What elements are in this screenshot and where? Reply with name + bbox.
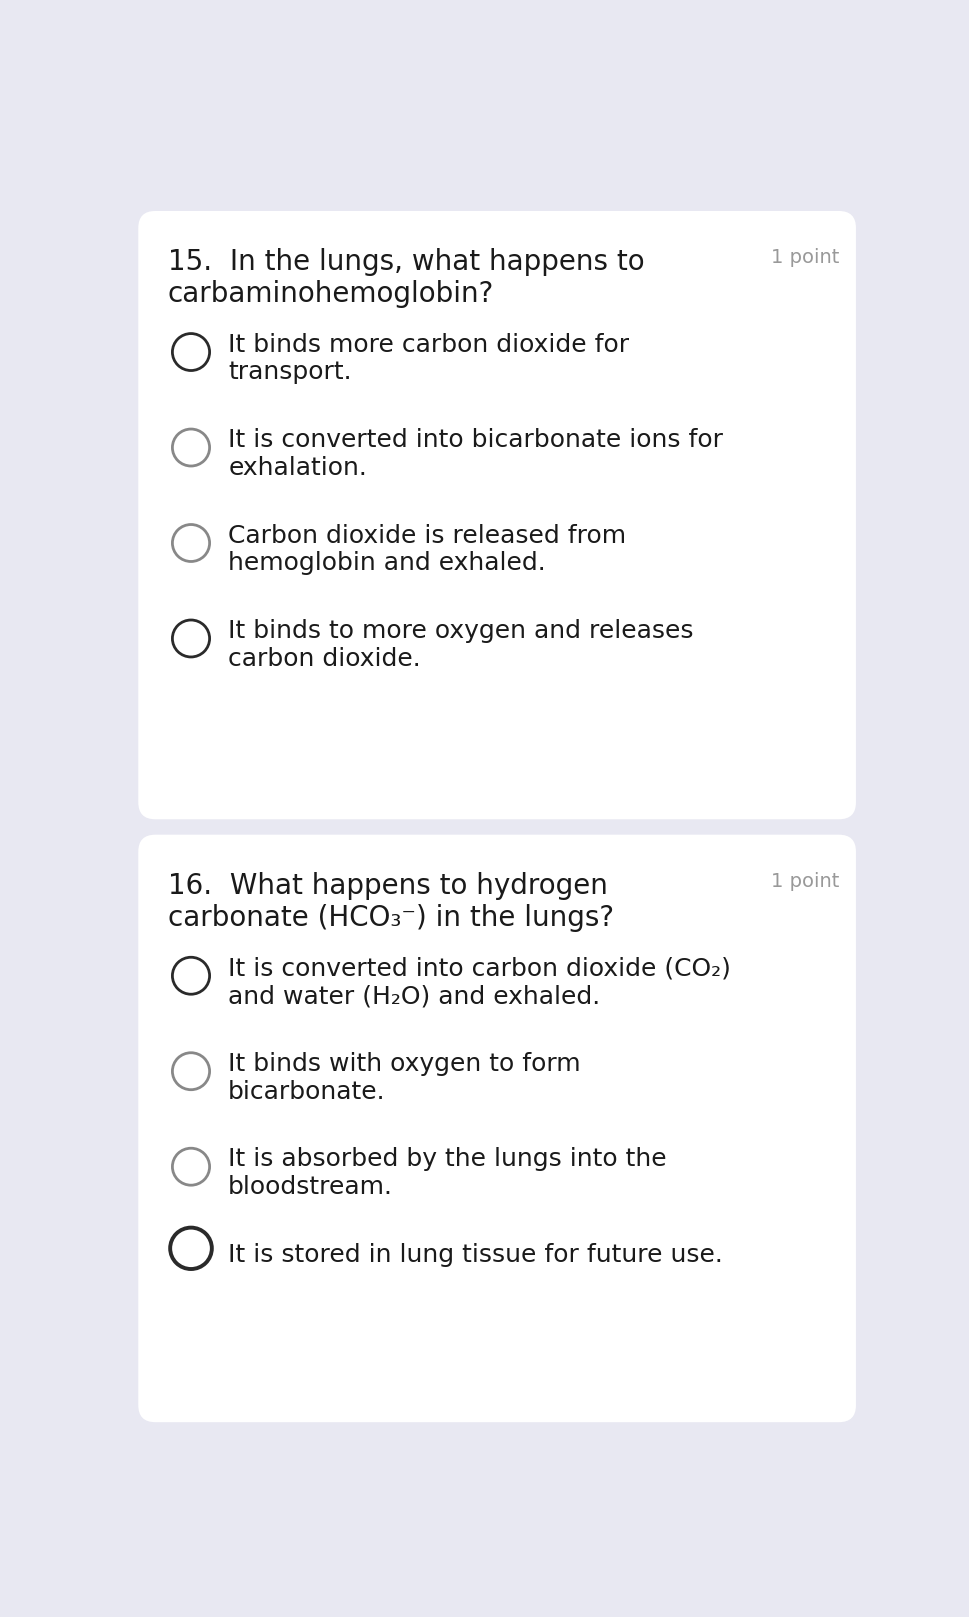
Text: carbonate (HCO₃⁻) in the lungs?: carbonate (HCO₃⁻) in the lungs? (168, 904, 613, 931)
Text: transport.: transport. (228, 361, 352, 385)
Text: It is stored in lung tissue for future use.: It is stored in lung tissue for future u… (228, 1243, 722, 1266)
Text: carbon dioxide.: carbon dioxide. (228, 647, 421, 671)
Text: bloodstream.: bloodstream. (228, 1176, 392, 1200)
Text: It binds with oxygen to form: It binds with oxygen to form (228, 1051, 580, 1075)
Text: 1 point: 1 point (769, 872, 838, 891)
Text: 15.  In the lungs, what happens to: 15. In the lungs, what happens to (168, 247, 643, 277)
FancyBboxPatch shape (139, 834, 855, 1423)
FancyBboxPatch shape (139, 210, 855, 820)
Text: Carbon dioxide is released from: Carbon dioxide is released from (228, 524, 626, 548)
Text: 16.  What happens to hydrogen: 16. What happens to hydrogen (168, 872, 607, 899)
Text: 1 point: 1 point (769, 247, 838, 267)
Text: hemoglobin and exhaled.: hemoglobin and exhaled. (228, 551, 546, 576)
Text: It binds to more oxygen and releases: It binds to more oxygen and releases (228, 619, 693, 644)
Text: It is absorbed by the lungs into the: It is absorbed by the lungs into the (228, 1148, 666, 1171)
Text: It binds more carbon dioxide for: It binds more carbon dioxide for (228, 333, 629, 357)
Text: It is converted into carbon dioxide (CO₂): It is converted into carbon dioxide (CO₂… (228, 956, 731, 980)
Text: It is converted into bicarbonate ions for: It is converted into bicarbonate ions fo… (228, 429, 723, 453)
Text: and water (H₂O) and exhaled.: and water (H₂O) and exhaled. (228, 985, 600, 1007)
Text: carbaminohemoglobin?: carbaminohemoglobin? (168, 280, 493, 309)
Text: exhalation.: exhalation. (228, 456, 366, 480)
Text: bicarbonate.: bicarbonate. (228, 1080, 386, 1103)
